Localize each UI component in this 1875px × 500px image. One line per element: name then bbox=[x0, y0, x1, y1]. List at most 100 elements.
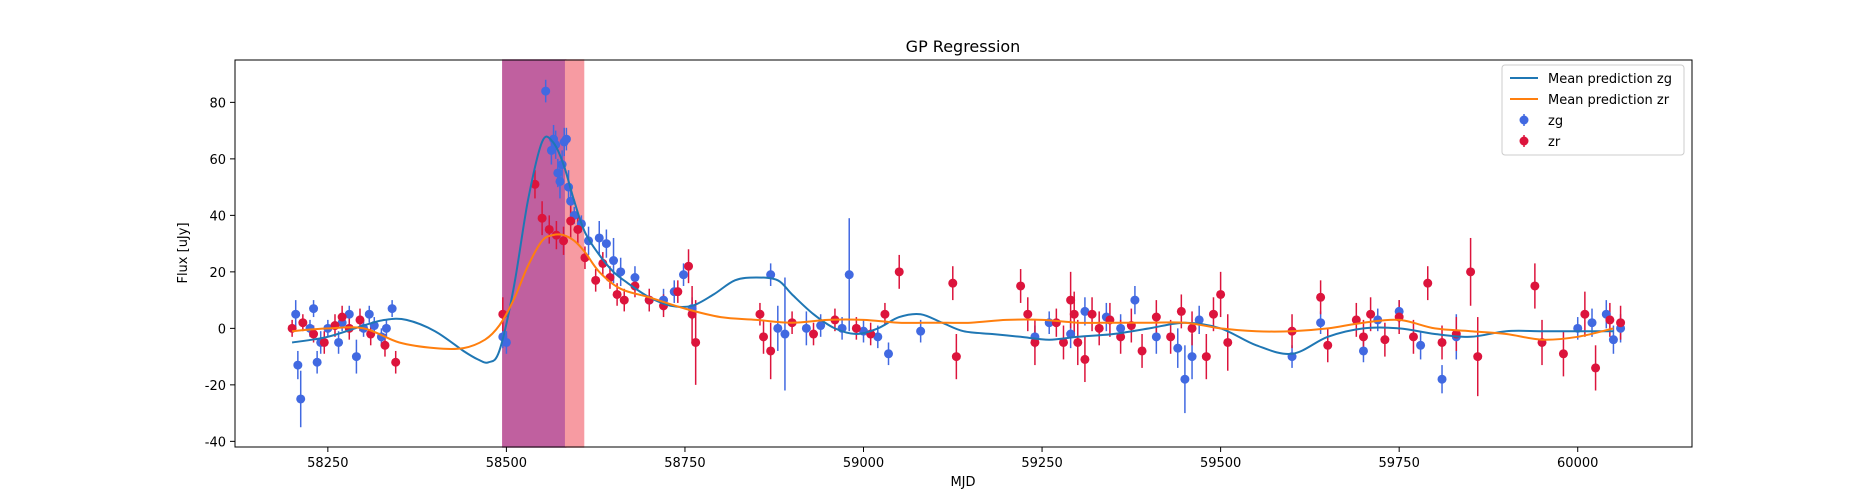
zr-data-point bbox=[1016, 281, 1025, 290]
zr-data-point bbox=[620, 296, 629, 305]
zr-data-point bbox=[759, 332, 768, 341]
zg-data-point bbox=[630, 273, 639, 282]
x-axis-label: MJD bbox=[950, 475, 975, 490]
y-tick-label: 80 bbox=[209, 96, 226, 111]
zr-data-point bbox=[673, 287, 682, 296]
zr-data-point bbox=[880, 310, 889, 319]
zg-data-point bbox=[293, 361, 302, 370]
zg-data-point bbox=[291, 310, 300, 319]
zg-data-point bbox=[334, 338, 343, 347]
zr-data-point bbox=[1138, 346, 1147, 355]
zg-data-point bbox=[541, 87, 550, 96]
zg-data-point bbox=[365, 310, 374, 319]
zr-data-point bbox=[573, 225, 582, 234]
x-tick-label: 59250 bbox=[1021, 456, 1062, 471]
zr-data-point bbox=[948, 279, 957, 288]
zr-data-point bbox=[559, 236, 568, 245]
zg-data-point bbox=[1188, 352, 1197, 361]
zg-data-point bbox=[1180, 375, 1189, 384]
zr-data-point bbox=[320, 338, 329, 347]
zr-data-point bbox=[591, 276, 600, 285]
zg-data-point bbox=[1130, 296, 1139, 305]
x-tick-label: 59500 bbox=[1200, 456, 1241, 471]
zg-data-point bbox=[296, 394, 305, 403]
zg-data-point bbox=[609, 256, 618, 265]
zr-data-point bbox=[545, 225, 554, 234]
zg-data-point bbox=[1416, 341, 1425, 350]
zg-data-point bbox=[555, 177, 564, 186]
legend: Mean prediction zg Mean prediction zr zg zr bbox=[1502, 65, 1684, 155]
zg-data-point bbox=[309, 304, 318, 313]
zr-data-point bbox=[1052, 318, 1061, 327]
zg-data-point bbox=[1438, 375, 1447, 384]
zr-data-point bbox=[1166, 332, 1175, 341]
zr-data-point bbox=[1152, 313, 1161, 322]
x-tick-label: 58750 bbox=[664, 456, 705, 471]
zg-data-point bbox=[1316, 318, 1325, 327]
legend-entry-label: Mean prediction zr bbox=[1548, 93, 1670, 108]
zr-data-point bbox=[895, 267, 904, 276]
legend-point-marker bbox=[1520, 137, 1529, 146]
zg-data-point bbox=[780, 330, 789, 339]
chart-title: GP Regression bbox=[906, 37, 1021, 56]
zr-data-point bbox=[1216, 290, 1225, 299]
zr-data-point bbox=[1359, 332, 1368, 341]
zr-data-point bbox=[1580, 310, 1589, 319]
zr-data-point bbox=[1316, 293, 1325, 302]
zg-data-point bbox=[1609, 335, 1618, 344]
zr-data-point bbox=[380, 341, 389, 350]
zr-data-point bbox=[1223, 338, 1232, 347]
zr-data-point bbox=[1559, 349, 1568, 358]
zg-data-point bbox=[562, 135, 571, 144]
zg-data-point bbox=[382, 324, 391, 333]
zr-data-point bbox=[684, 262, 693, 271]
zg-data-point bbox=[884, 349, 893, 358]
zr-data-point bbox=[1095, 324, 1104, 333]
zg-data-point bbox=[1173, 344, 1182, 353]
zr-data-point bbox=[1616, 318, 1625, 327]
zr-data-point bbox=[1188, 324, 1197, 333]
zr-data-point bbox=[1080, 355, 1089, 364]
x-tick-label: 58250 bbox=[307, 456, 348, 471]
x-tick-label: 58500 bbox=[486, 456, 527, 471]
zr-data-point bbox=[1409, 332, 1418, 341]
zg-data-point bbox=[553, 168, 562, 177]
zr-data-point bbox=[755, 310, 764, 319]
zr-data-point bbox=[1070, 310, 1079, 319]
zr-data-point bbox=[613, 290, 622, 299]
zg-data-point bbox=[1588, 318, 1597, 327]
zr-data-point bbox=[691, 338, 700, 347]
legend-point-marker bbox=[1520, 116, 1529, 125]
zg-data-point bbox=[352, 352, 361, 361]
zr-data-point bbox=[566, 217, 575, 226]
zg-data-point bbox=[916, 327, 925, 336]
y-axis-label: Flux [uJy] bbox=[176, 222, 191, 283]
zr-data-point bbox=[1380, 335, 1389, 344]
zg-data-point bbox=[1116, 324, 1125, 333]
zr-data-point bbox=[1591, 363, 1600, 372]
x-tick-label: 59000 bbox=[843, 456, 884, 471]
zg-data-point bbox=[595, 233, 604, 242]
zr-data-point bbox=[1438, 338, 1447, 347]
zr-data-point bbox=[1473, 352, 1482, 361]
zr-data-point bbox=[1466, 267, 1475, 276]
zr-data-point bbox=[1209, 310, 1218, 319]
zg-data-point bbox=[388, 304, 397, 313]
zr-data-point bbox=[1323, 341, 1332, 350]
y-tick-label: 0 bbox=[218, 322, 226, 337]
zg-data-point bbox=[845, 270, 854, 279]
zr-data-point bbox=[1605, 315, 1614, 324]
zg-data-point bbox=[679, 270, 688, 279]
zg-data-point bbox=[313, 358, 322, 367]
y-tick-label: 20 bbox=[209, 266, 226, 281]
zr-data-point bbox=[766, 346, 775, 355]
zr-data-point bbox=[1366, 310, 1375, 319]
zr-data-point bbox=[391, 358, 400, 367]
legend-entry-label: Mean prediction zg bbox=[1548, 72, 1672, 87]
y-tick-label: 40 bbox=[209, 209, 226, 224]
y-tick-label: 60 bbox=[209, 153, 226, 168]
zr-data-point bbox=[809, 330, 818, 339]
zr-data-point bbox=[1202, 352, 1211, 361]
zg-data-point bbox=[1152, 332, 1161, 341]
